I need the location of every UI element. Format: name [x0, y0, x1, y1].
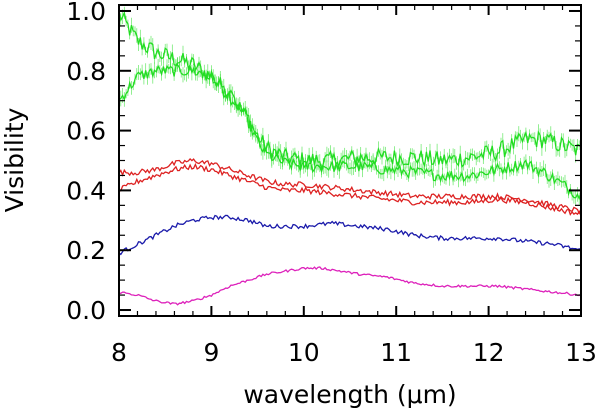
errorbars-green-upper [119, 5, 581, 175]
series-green-lower [119, 58, 581, 205]
x-tick-label: 8 [111, 338, 127, 367]
line-green-lower [119, 63, 581, 201]
x-axis-title: wavelength (μm) [243, 380, 456, 409]
y-tick-labels: 0.0 0.2 0.4 0.6 0.8 1.0 [66, 0, 106, 325]
x-tick-label: 10 [288, 338, 320, 367]
line-green-upper [119, 10, 581, 172]
y-axis-title: Visibility [0, 107, 29, 212]
series-red-upper [119, 157, 581, 215]
x-tick-labels: 8 9 10 11 12 13 [111, 338, 597, 367]
series-blue [119, 214, 581, 256]
series-red-lower [119, 162, 581, 216]
line-red-upper [119, 157, 581, 215]
line-red-lower [119, 162, 581, 216]
y-tick-label: 0.0 [66, 296, 106, 325]
series-layer [119, 5, 581, 306]
x-tick-label: 11 [380, 338, 412, 367]
series-green-upper [119, 5, 581, 175]
x-tick-label: 13 [565, 338, 597, 367]
line-magenta [119, 266, 581, 306]
y-tick-label: 0.6 [66, 117, 106, 146]
axis-ticks [118, 5, 582, 316]
y-tick-label: 0.8 [66, 57, 106, 86]
x-tick-label: 9 [203, 338, 219, 367]
y-tick-label: 0.4 [66, 176, 106, 205]
y-tick-label: 0.2 [66, 236, 106, 265]
errorbars-green-lower [119, 58, 581, 205]
y-tick-label: 1.0 [66, 0, 106, 26]
series-magenta [119, 266, 581, 306]
line-blue [119, 214, 581, 256]
x-tick-label: 12 [473, 338, 505, 367]
